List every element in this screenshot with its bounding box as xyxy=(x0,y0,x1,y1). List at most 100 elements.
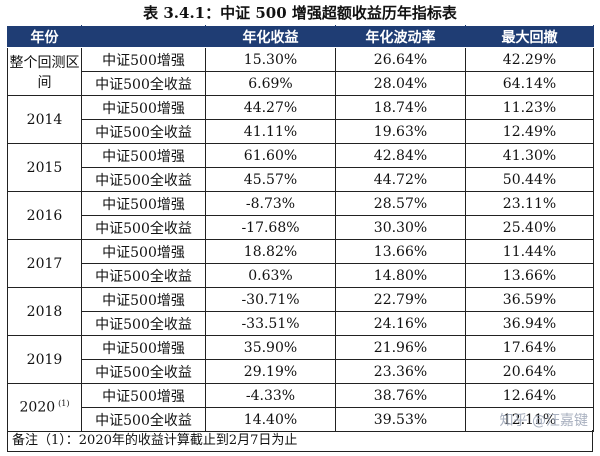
index-name-cell: 中证500增强 xyxy=(81,191,206,216)
index-name-cell: 中证500全收益 xyxy=(81,359,206,384)
max-drawdown-cell: 23.11% xyxy=(465,191,594,216)
annual-volatility-cell: 26.64% xyxy=(335,47,466,72)
annual-return-cell: 18.82% xyxy=(205,239,336,264)
annual-volatility-cell: 18.74% xyxy=(335,95,466,120)
watermark: 知乎 @汪嘉键 xyxy=(499,413,588,429)
annual-return-cell: 15.30% xyxy=(205,47,336,72)
annual-volatility-cell: 13.66% xyxy=(335,239,466,264)
max-drawdown-cell: 11.44% xyxy=(465,239,594,264)
annual-volatility-cell: 44.72% xyxy=(335,167,466,192)
max-drawdown-cell: 20.64% xyxy=(465,359,594,384)
annual-volatility-cell: 38.76% xyxy=(335,383,466,408)
year-cell: 2020 (1) xyxy=(7,383,82,432)
table-row: 中证500全收益 14.40% 39.53% 12.11% xyxy=(8,407,594,432)
annual-volatility-cell: 28.57% xyxy=(335,191,466,216)
annual-volatility-cell: 14.80% xyxy=(335,263,466,288)
annual-return-cell: 29.19% xyxy=(205,359,336,384)
header-max-drawdown: 最大回撤 xyxy=(465,25,594,48)
table-row: 中证500全收益 -17.68% 30.30% 25.40% xyxy=(8,215,594,240)
table-title: 表 3.4.1：中证 500 增强超额收益历年指标表 xyxy=(143,4,457,22)
table-row: 中证500全收益 6.69% 28.04% 64.14% xyxy=(8,71,594,96)
annual-return-cell: -17.68% xyxy=(205,215,336,240)
annual-return-cell: 45.57% xyxy=(205,167,336,192)
annual-return-cell: -33.51% xyxy=(205,311,336,336)
annual-volatility-cell: 19.63% xyxy=(335,119,466,144)
table-row: 中证500全收益 29.19% 23.36% 20.64% xyxy=(8,359,594,384)
year-label: 2018 xyxy=(26,303,63,320)
max-drawdown-cell: 50.44% xyxy=(465,167,594,192)
index-name-cell: 中证500全收益 xyxy=(81,71,206,96)
index-name-cell: 中证500增强 xyxy=(81,335,206,360)
table-row: 2016 中证500增强 -8.73% 28.57% 23.11% xyxy=(7,191,594,240)
annual-return-cell: 0.63% xyxy=(205,263,336,288)
max-drawdown-cell: 12.64% xyxy=(465,383,594,408)
index-name-cell: 中证500全收益 xyxy=(81,167,206,192)
metrics-table: 年份 年化收益 年化波动率 最大回撤 整个回测区间 中证500增强 15.30% 26… xyxy=(7,25,594,432)
annual-return-cell: -30.71% xyxy=(205,287,336,312)
annual-volatility-cell: 39.53% xyxy=(335,407,466,432)
annual-volatility-cell: 24.16% xyxy=(335,311,466,336)
table-row: 中证500全收益 0.63% 14.80% 13.66% xyxy=(8,263,594,288)
max-drawdown-cell: 36.59% xyxy=(465,287,594,312)
index-name-cell: 中证500全收益 xyxy=(81,119,206,144)
index-name-cell: 中证500增强 xyxy=(81,95,206,120)
max-drawdown-cell: 41.30% xyxy=(465,143,594,168)
max-drawdown-cell: 12.49% xyxy=(465,119,594,144)
year-cell: 2016 xyxy=(7,191,82,240)
year-cell: 2018 xyxy=(7,287,82,336)
index-name-cell: 中证500增强 xyxy=(81,287,206,312)
year-label: 2015 xyxy=(26,159,63,176)
index-name-cell: 中证500全收益 xyxy=(81,311,206,336)
index-name-cell: 中证500全收益 xyxy=(81,407,206,432)
year-cell: 2015 xyxy=(7,143,82,192)
max-drawdown-cell: 13.66% xyxy=(465,263,594,288)
annual-volatility-cell: 22.79% xyxy=(335,287,466,312)
annual-return-cell: 35.90% xyxy=(205,335,336,360)
year-label: 2014 xyxy=(26,111,63,128)
table-row: 2014 中证500增强 44.27% 18.74% 11.23% xyxy=(7,95,594,144)
year-label: 2017 xyxy=(26,255,63,272)
index-name-cell: 中证500增强 xyxy=(81,239,206,264)
annual-return-cell: 44.27% xyxy=(205,95,336,120)
table-row: 2015 中证500增强 61.60% 42.84% 41.30% xyxy=(7,143,594,192)
max-drawdown-cell: 25.40% xyxy=(465,215,594,240)
annual-return-cell: 6.69% xyxy=(205,71,336,96)
annual-volatility-cell: 21.96% xyxy=(335,335,466,360)
header-year: 年份 xyxy=(7,25,82,48)
table-row: 2019 中证500增强 35.90% 21.96% 17.64% xyxy=(7,335,594,384)
table-row: 中证500全收益 41.11% 19.63% 12.49% xyxy=(8,119,594,144)
annual-return-cell: 61.60% xyxy=(205,143,336,168)
table-body: 整个回测区间 中证500增强 15.30% 26.64% 42.29% 中证500全收益 6… xyxy=(7,47,594,432)
annual-return-cell: 41.11% xyxy=(205,119,336,144)
max-drawdown-cell: 64.14% xyxy=(465,71,594,96)
header-annual-return: 年化收益 xyxy=(205,25,336,48)
index-name-cell: 中证500增强 xyxy=(81,47,206,72)
year-cell: 整个回测区间 xyxy=(7,47,82,96)
annual-volatility-cell: 30.30% xyxy=(335,215,466,240)
header-row: 年份 年化收益 年化波动率 最大回撤 xyxy=(7,25,594,48)
year-label: 整个回测区间 xyxy=(9,54,80,91)
table-row: 中证500全收益 -33.51% 24.16% 36.94% xyxy=(8,311,594,336)
max-drawdown-cell: 17.64% xyxy=(465,335,594,360)
table-row: 中证500全收益 45.57% 44.72% 50.44% xyxy=(8,167,594,192)
footnote-marker: (1) xyxy=(58,399,70,409)
year-cell: 2019 xyxy=(7,335,82,384)
annual-volatility-cell: 28.04% xyxy=(335,71,466,96)
max-drawdown-cell: 12.11% xyxy=(465,407,594,432)
annual-volatility-cell: 23.36% xyxy=(335,359,466,384)
annual-return-cell: -8.73% xyxy=(205,191,336,216)
year-label: 2020 xyxy=(19,399,56,416)
annual-return-cell: 14.40% xyxy=(205,407,336,432)
footnote: 备注（1）：2020年的收益计算截止到2月7日为止 xyxy=(7,430,593,452)
year-cell: 2017 xyxy=(7,239,82,288)
table-row: 2017 中证500增强 18.82% 13.66% 11.44% xyxy=(7,239,594,288)
annual-volatility-cell: 42.84% xyxy=(335,143,466,168)
annual-return-cell: -4.33% xyxy=(205,383,336,408)
year-label: 2016 xyxy=(26,207,63,224)
max-drawdown-cell: 11.23% xyxy=(465,95,594,120)
table-row: 整个回测区间 中证500增强 15.30% 26.64% 42.29% xyxy=(7,47,594,96)
year-cell: 2014 xyxy=(7,95,82,144)
header-index xyxy=(81,25,206,48)
index-name-cell: 中证500全收益 xyxy=(81,215,206,240)
table-row: 2018 中证500增强 -30.71% 22.79% 36.59% xyxy=(7,287,594,336)
